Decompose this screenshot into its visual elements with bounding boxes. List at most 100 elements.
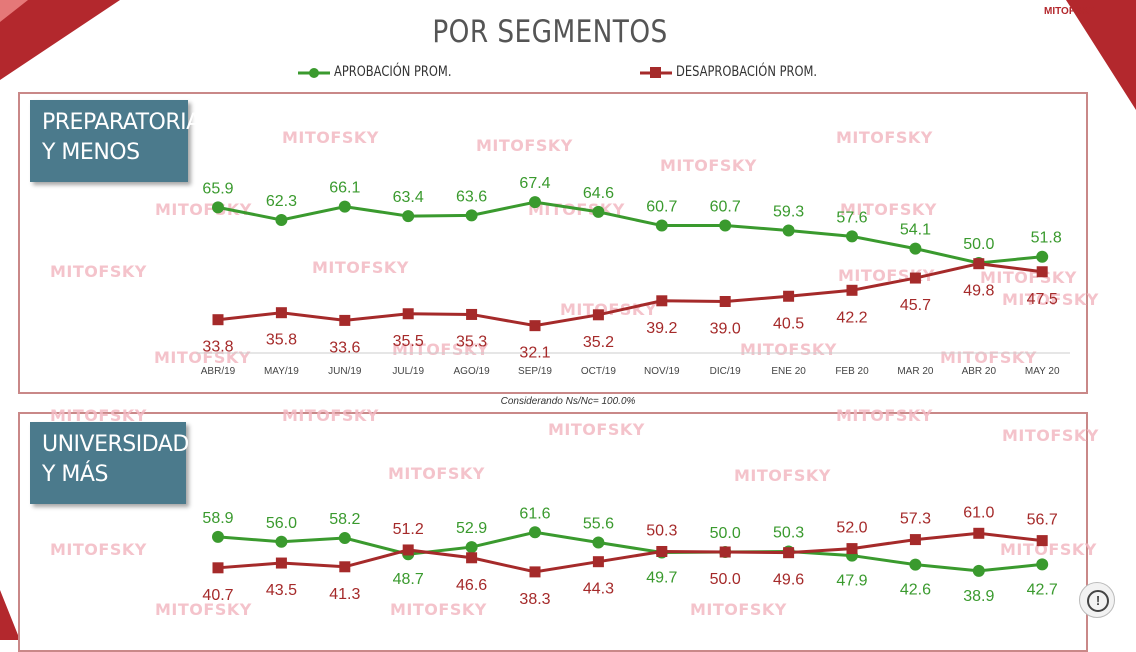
data-point [212,201,224,214]
x-tick-label: OCT/19 [581,366,616,377]
data-label: 42.6 [900,582,931,599]
data-point [909,242,922,255]
data-label: 61.0 [963,504,994,521]
x-tick-label: DIC/19 [710,366,742,377]
data-point [212,314,224,326]
data-point [529,526,541,539]
x-tick-label: ABR/19 [201,366,236,377]
data-label: 58.2 [329,511,360,528]
data-point [656,545,668,557]
data-label: 47.9 [836,573,867,590]
data-label: 38.3 [519,591,550,608]
x-tick-label: MAR 20 [897,366,934,377]
watermark: MITOFSKY [660,156,757,175]
data-label: 47.5 [1027,291,1058,308]
data-point [275,557,287,569]
info-icon: ! [1087,590,1109,612]
watermark: MITOFSKY [50,540,147,559]
data-label: 41.3 [329,586,360,603]
watermark: MITOFSKY [282,406,379,425]
corner-decoration-top-right [1066,0,1136,110]
data-point [909,534,921,546]
data-point [212,562,224,574]
series-line [217,530,1043,573]
data-label: 42.7 [1027,581,1058,598]
data-label: 50.0 [710,571,741,588]
data-point [592,205,605,218]
data-label: 40.5 [773,315,804,332]
watermark: MITOFSKY [312,258,409,277]
watermark: MITOFSKY [690,600,787,619]
segment-label-preparatoria: PREPARATORIA Y MENOS [30,100,201,182]
data-point [275,535,288,548]
data-point [1036,535,1048,547]
watermark: MITOFSKY [1002,290,1099,309]
chart-1: ABR/19 MAY/19 JUN/19 JUL/19 AGO/19 SEP/19 OCT/… [196,175,1070,377]
data-label: 44.3 [583,581,614,598]
data-point [972,564,985,577]
watermark: MITOFSKY [840,200,937,219]
data-label: 59.3 [773,203,804,220]
data-point [212,530,224,543]
chart-2: ABR/19MAY/19JUN/19JUL/19AGO/19SEP/19OCT/… [202,504,1058,608]
footnote: Considerando Ns/Nc= 100.0% [500,396,636,407]
watermark: MITOFSKY [980,268,1077,287]
data-label: 46.6 [456,577,487,594]
segment-label-universidad: UNIVERSIDAD Y MÁS [30,422,189,504]
data-point [338,200,351,213]
x-tick-label: NOV/19 [644,366,680,377]
brand-logo-text: MITOFSKY [1044,6,1096,17]
data-point [909,558,922,571]
data-label: 43.5 [266,582,297,599]
watermark: MITOFSKY [560,300,657,319]
series-line [217,200,1043,265]
data-label: 50.3 [646,522,677,539]
data-point [1036,250,1049,263]
data-label: 32.1 [519,345,550,362]
data-point [339,314,351,326]
watermark: MITOFSKY [392,340,489,359]
data-point [275,213,288,226]
data-label: 35.5 [393,333,424,350]
data-label: 50.3 [773,524,804,541]
data-label: 52.0 [836,520,867,537]
data-label: 57.6 [836,209,867,226]
data-label: 45.7 [900,297,931,314]
x-tick-label: JUL/19 [392,366,424,377]
x-tick-label: SEP/19 [518,366,552,377]
data-point [719,219,732,232]
data-label: 40.7 [202,587,233,604]
chart-heading: POR SEGMENTOS [432,14,668,50]
info-button[interactable]: ! [1079,582,1115,618]
data-point [529,566,541,578]
data-label: 57.3 [900,511,931,528]
watermark: MITOFSKY [155,200,252,219]
watermark: MITOFSKY [50,406,147,425]
data-label: 49.8 [963,283,994,300]
data-point [846,230,858,243]
data-label: 50.0 [710,525,741,542]
data-point [529,320,541,332]
series-line [217,531,1043,574]
watermark: MITOFSKY [836,128,933,147]
data-point [846,284,858,296]
watermark: MITOFSKY [155,600,252,619]
data-label: 60.7 [646,199,677,216]
data-point [465,209,478,222]
data-point [402,210,415,223]
data-point [719,296,731,307]
watermark: MITOFSKY [836,406,933,425]
corner-decoration-bottom-left [0,590,20,640]
chart-panel-preparatoria [18,92,1088,394]
data-point [973,527,985,539]
data-point [402,308,414,320]
data-point [466,552,478,564]
data-point [339,561,351,573]
data-label: 48.7 [393,571,424,588]
data-point [1036,558,1049,571]
watermark: MITOFSKY [50,262,147,281]
data-point [909,272,921,284]
data-point [529,196,541,209]
watermark: MITOFSKY [476,136,573,155]
watermark: MITOFSKY [390,600,487,619]
